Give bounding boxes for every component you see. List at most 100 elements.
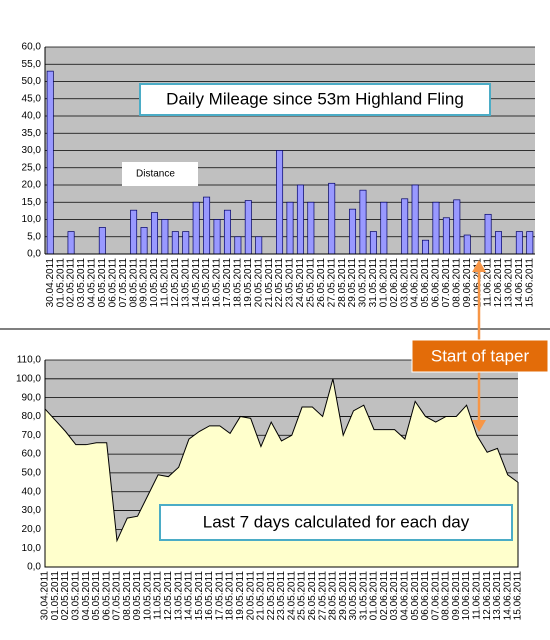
- x-tick-label: 19.05.2011: [235, 571, 246, 621]
- x-tick-label: 04.05.2011: [87, 258, 98, 308]
- x-tick-label: 03.06.2011: [399, 258, 410, 308]
- bar: [150, 212, 158, 255]
- x-tick-label: 18.05.2011: [233, 258, 244, 308]
- x-tick-label: 16.05.2011: [212, 258, 223, 308]
- x-tick-label: 10.05.2011: [149, 258, 160, 308]
- bar: [463, 234, 471, 255]
- x-tick-label: 06.06.2011: [431, 258, 442, 308]
- x-tick-label: 20.05.2011: [253, 258, 264, 308]
- title-box: [139, 83, 491, 116]
- x-tick-label: 10.05.2011: [142, 571, 153, 621]
- bar: [453, 199, 461, 255]
- x-tick-label: 10.06.2011: [461, 571, 472, 621]
- y-tick-label: 30,0: [22, 505, 42, 516]
- x-tick-label: 07.06.2011: [441, 258, 452, 308]
- x-tick-label: 28.05.2011: [337, 258, 348, 308]
- x-tick-label: 09.06.2011: [451, 571, 462, 621]
- x-tick-label: 30.05.2011: [358, 258, 369, 308]
- bar: [369, 231, 377, 255]
- x-tick-label: 07.06.2011: [430, 571, 441, 621]
- x-tick-label: 17.05.2011: [214, 571, 225, 621]
- x-tick-label: 04.06.2011: [410, 258, 421, 308]
- x-tick-label: 22.05.2011: [266, 571, 277, 621]
- x-tick-label: 31.05.2011: [358, 571, 369, 621]
- x-tick-label: 20.05.2011: [245, 571, 256, 621]
- bar: [276, 150, 284, 255]
- y-tick-label: 35,0: [22, 128, 42, 139]
- bar: [140, 227, 148, 255]
- x-tick-label: 07.05.2011: [118, 258, 129, 308]
- annotation: Last 7 days calculated for each day: [203, 512, 470, 531]
- y-tick-label: 70,0: [22, 430, 42, 441]
- bar: [244, 200, 252, 255]
- x-tick-label: 13.05.2011: [173, 571, 184, 621]
- bar: [223, 209, 231, 255]
- legend: [122, 162, 198, 186]
- x-tick-label: 23.05.2011: [276, 571, 287, 621]
- x-tick-label: 16.05.2011: [204, 571, 215, 621]
- taper-box: [411, 339, 549, 373]
- x-tick-label: 14.05.2011: [191, 258, 202, 308]
- y-tick-label: 110,0: [17, 355, 42, 366]
- x-tick-label: 17.05.2011: [222, 258, 233, 308]
- y-tick-label: 60,0: [22, 42, 42, 53]
- x-tick-label: 11.05.2011: [160, 258, 171, 307]
- y-tick-label: 80,0: [22, 411, 42, 422]
- bar: [401, 198, 409, 255]
- x-tick-label: 13.06.2011: [492, 571, 503, 621]
- x-tick-label: 21.05.2011: [256, 571, 267, 621]
- x-tick-label: 09.06.2011: [462, 258, 473, 308]
- y-tick-label: 20,0: [22, 524, 42, 535]
- bar: [46, 70, 54, 255]
- bar: [234, 236, 242, 255]
- x-tick-label: 06.06.2011: [420, 571, 431, 621]
- bar: [307, 201, 315, 255]
- bar: [192, 201, 200, 255]
- bar: [515, 231, 523, 255]
- x-tick-label: 15.06.2011: [513, 571, 524, 621]
- bar: [213, 219, 221, 255]
- x-tick-label: 15.05.2011: [201, 258, 212, 308]
- x-tick-label: 27.05.2011: [326, 258, 337, 308]
- x-tick-label: 05.05.2011: [97, 258, 108, 308]
- x-tick-label: 27.05.2011: [317, 571, 328, 621]
- x-tick-label: 04.06.2011: [400, 571, 411, 621]
- chart-title: Daily Mileage since 53m Highland Fling: [166, 89, 464, 108]
- y-tick-label: 40,0: [22, 111, 42, 122]
- y-tick-label: 40,0: [22, 486, 42, 497]
- x-tick-label: 26.05.2011: [316, 258, 327, 308]
- x-tick-label: 23.05.2011: [285, 258, 296, 308]
- x-tick-label: 11.05.2011: [153, 571, 164, 620]
- x-tick-label: 04.05.2011: [81, 571, 92, 621]
- x-tick-label: 05.06.2011: [420, 258, 431, 308]
- x-tick-label: 07.05.2011: [112, 571, 123, 621]
- bar: [171, 231, 179, 255]
- x-tick-label: 08.05.2011: [128, 258, 139, 308]
- y-tick-label: 10,0: [22, 543, 42, 554]
- bar: [296, 184, 304, 255]
- y-tick-label: 20,0: [22, 180, 42, 191]
- x-tick-label: 30.04.2011: [45, 258, 56, 308]
- bar: [349, 208, 357, 255]
- x-tick-label: 03.05.2011: [70, 571, 81, 621]
- bar: [422, 239, 430, 255]
- bar: [432, 201, 440, 255]
- x-tick-label: 05.06.2011: [410, 571, 421, 621]
- x-tick-label: 08.05.2011: [122, 571, 133, 621]
- bar: [203, 196, 211, 255]
- x-tick-label: 06.05.2011: [101, 571, 112, 621]
- x-tick-label: 19.05.2011: [243, 258, 254, 308]
- y-tick-label: 45,0: [22, 93, 42, 104]
- x-tick-label: 31.05.2011: [368, 258, 379, 308]
- x-tick-label: 08.06.2011: [441, 571, 452, 621]
- x-tick-label: 25.05.2011: [297, 571, 308, 621]
- x-tick-label: 12.06.2011: [493, 258, 504, 308]
- x-tick-label: 02.06.2011: [389, 258, 400, 308]
- x-tick-label: 02.06.2011: [379, 571, 390, 621]
- x-tick-label: 24.05.2011: [286, 571, 297, 621]
- bar: [255, 236, 263, 255]
- y-tick-label: 0,0: [27, 562, 41, 573]
- x-tick-label: 30.05.2011: [348, 571, 359, 621]
- bar: [495, 231, 502, 255]
- y-tick-label: 15,0: [22, 197, 42, 208]
